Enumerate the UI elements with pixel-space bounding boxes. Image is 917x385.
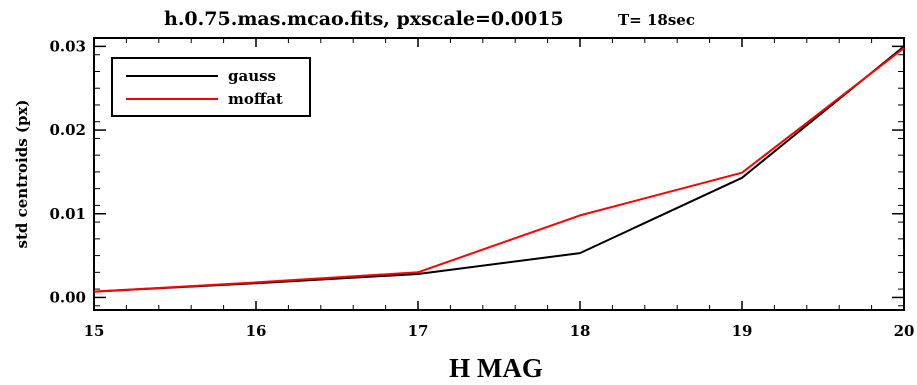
chart-subtitle: T= 18sec <box>618 11 695 29</box>
legend-label-gauss: gauss <box>228 67 276 85</box>
x-axis: 15 16 17 18 19 20 <box>84 38 915 340</box>
y-axis-title: std centroids (px) <box>13 100 31 249</box>
x-tick-label: 16 <box>246 322 267 340</box>
y-tick-label: 0.02 <box>49 121 86 139</box>
y-axis: 0.00 0.01 0.02 0.03 <box>49 37 904 306</box>
x-tick-label: 17 <box>408 322 429 340</box>
chart-title: h.0.75.mas.mcao.fits, pxscale=0.0015 <box>164 8 564 30</box>
series-line-moffat <box>93 47 905 293</box>
legend-label-moffat: moffat <box>228 90 283 108</box>
x-tick-label: 20 <box>894 322 915 340</box>
x-axis-title: H MAG <box>449 353 543 383</box>
y-tick-label: 0.03 <box>49 37 86 55</box>
x-tick-label: 15 <box>84 322 105 340</box>
y-tick-label: 0.00 <box>49 288 86 306</box>
x-tick-label: 18 <box>570 322 591 340</box>
x-tick-label: 19 <box>732 322 753 340</box>
y-tick-label: 0.01 <box>49 205 86 223</box>
plot-frame <box>93 37 905 311</box>
legend-box <box>111 57 311 117</box>
legend: gauss moffat <box>111 57 311 117</box>
series-layer <box>93 45 905 293</box>
